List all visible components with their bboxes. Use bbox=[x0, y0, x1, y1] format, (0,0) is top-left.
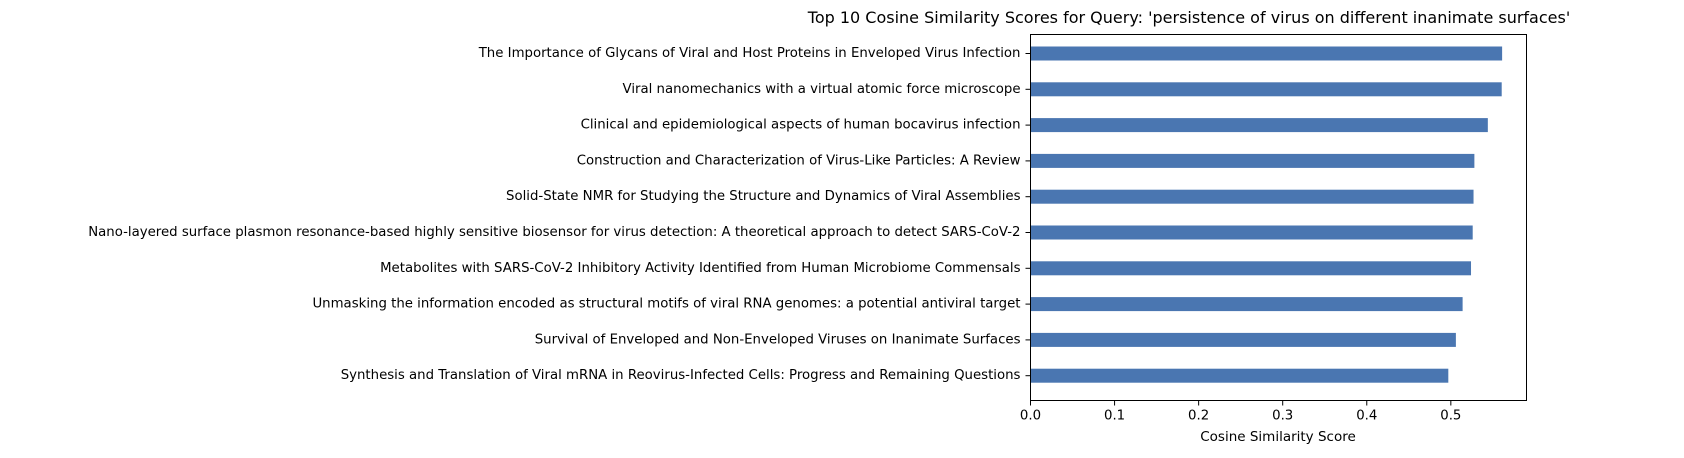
y-tick-label: Clinical and epidemiological aspects of … bbox=[581, 118, 1021, 133]
y-tick-label: Viral nanomechanics with a virtual atomi… bbox=[623, 82, 1021, 97]
category-labels-layer: The Importance of Glycans of Viral and H… bbox=[88, 46, 1031, 383]
x-tick-label: 0.4 bbox=[1356, 409, 1377, 424]
bars-layer bbox=[1030, 46, 1503, 383]
y-tick-label: Nano-layered surface plasmon resonance-b… bbox=[88, 225, 1020, 240]
x-axis-label: Cosine Similarity Score bbox=[1200, 429, 1356, 445]
chart-title: Top 10 Cosine Similarity Scores for Quer… bbox=[807, 8, 1570, 27]
bar bbox=[1030, 368, 1449, 383]
x-tick-label: 0.5 bbox=[1440, 409, 1461, 424]
plot-frame bbox=[1030, 34, 1527, 401]
bar bbox=[1030, 82, 1502, 97]
y-tick-label: Metabolites with SARS-CoV-2 Inhibitory A… bbox=[380, 261, 1020, 276]
x-tick-label: 0.0 bbox=[1020, 409, 1041, 424]
x-axis-layer: 0.0 0.1 0.2 0.3 0.4 0.5 bbox=[1020, 400, 1461, 424]
bar bbox=[1030, 189, 1474, 204]
x-tick-label: 0.2 bbox=[1188, 409, 1209, 424]
bar bbox=[1030, 153, 1475, 168]
y-tick-label: Solid-State NMR for Studying the Structu… bbox=[506, 189, 1021, 204]
bar bbox=[1030, 118, 1488, 133]
y-tick-label: Survival of Enveloped and Non-Enveloped … bbox=[535, 332, 1021, 347]
bar bbox=[1030, 332, 1456, 347]
y-tick-label: The Importance of Glycans of Viral and H… bbox=[478, 46, 1021, 61]
bar bbox=[1030, 225, 1473, 240]
x-tick-label: 0.1 bbox=[1104, 409, 1125, 424]
y-tick-label: Synthesis and Translation of Viral mRNA … bbox=[341, 368, 1021, 383]
bar bbox=[1030, 46, 1503, 61]
x-tick-label: 0.3 bbox=[1272, 409, 1293, 424]
bar bbox=[1030, 261, 1472, 276]
bar bbox=[1030, 297, 1463, 312]
y-tick-label: Construction and Characterization of Vir… bbox=[577, 153, 1021, 168]
y-tick-label: Unmasking the information encoded as str… bbox=[312, 297, 1020, 312]
